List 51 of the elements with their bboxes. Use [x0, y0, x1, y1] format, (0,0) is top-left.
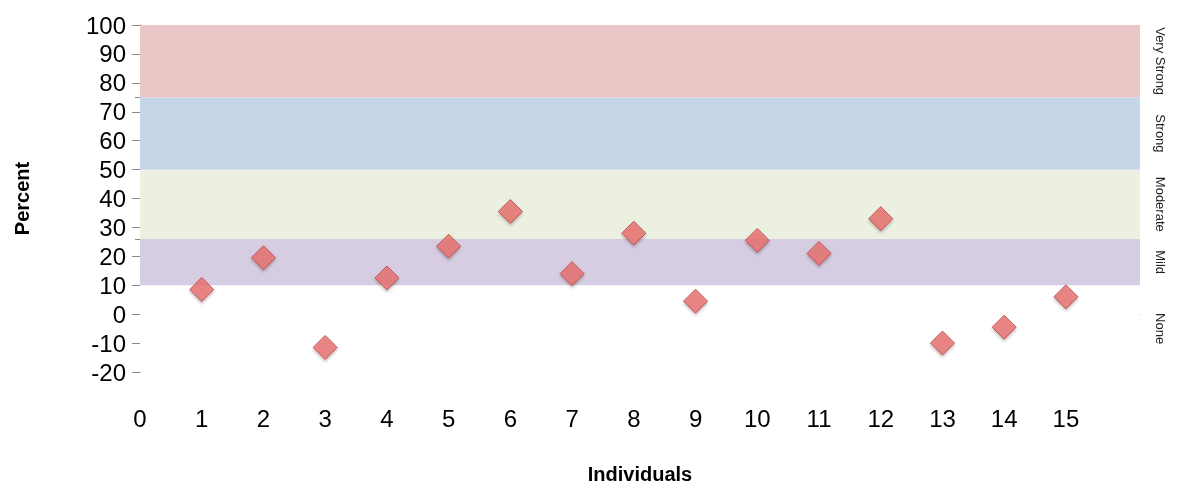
band-label: Moderate: [1152, 176, 1168, 232]
point: [1053, 284, 1079, 310]
y-tick-label: 70: [99, 98, 126, 126]
x-tick-label: 13: [929, 404, 956, 432]
point: [991, 314, 1017, 340]
point: [929, 330, 955, 356]
point: [497, 199, 523, 225]
x-tick-label: 11: [806, 404, 832, 432]
x-tick-label: 9: [688, 404, 703, 432]
band-label: Mild: [1152, 250, 1168, 275]
x-tick-label: 4: [380, 404, 394, 432]
x-tick-label: 10: [743, 404, 771, 432]
point: [312, 334, 338, 360]
x-tick-label: 6: [503, 404, 518, 432]
x-tick-label: 8: [627, 404, 641, 432]
y-tick-label: -10: [91, 329, 126, 357]
x-tick-label: 2: [256, 404, 271, 432]
point: [436, 233, 462, 259]
x-axis-title: Individuals: [587, 463, 693, 485]
point: [374, 265, 400, 291]
band-label: None: [1152, 313, 1168, 345]
y-tick-label: 0: [112, 300, 126, 328]
point: [250, 245, 276, 271]
y-tick-label: 50: [99, 156, 126, 184]
point: [189, 277, 215, 303]
band-label: Very Strong: [1152, 27, 1168, 96]
y-tick-label: 20: [99, 242, 126, 270]
y-tick-label: 60: [99, 127, 126, 155]
y-tick-label: 10: [99, 271, 126, 299]
x-tick-label: 5: [441, 404, 456, 432]
y-tick-label: 80: [99, 69, 126, 97]
band-label: Strong: [1152, 114, 1168, 153]
point: [806, 240, 832, 266]
x-tick-label: 1: [195, 404, 209, 432]
x-tick-label: 0: [133, 404, 147, 432]
point: [744, 227, 770, 253]
x-tick-label: 7: [565, 404, 579, 432]
y-tick-label: 90: [99, 40, 126, 68]
point: [621, 220, 647, 246]
y-tick-label: 100: [85, 11, 126, 39]
x-tick-label: 14: [990, 404, 1018, 432]
point: [559, 261, 585, 287]
point: [868, 206, 894, 232]
y-tick-label: 40: [99, 185, 126, 212]
y-tick-label: 30: [99, 213, 126, 241]
y-tick-label: -20: [91, 358, 126, 386]
x-tick-label: 12: [867, 404, 895, 432]
x-tick-label: 3: [318, 404, 332, 432]
y-axis-title: Percent: [11, 161, 33, 236]
point: [683, 288, 709, 314]
x-tick-label: 15: [1052, 404, 1080, 432]
